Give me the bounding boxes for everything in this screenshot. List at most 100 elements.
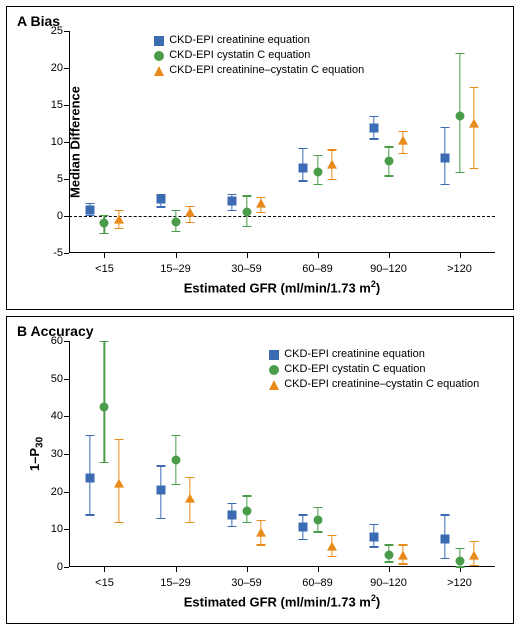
data-point-creat — [157, 485, 166, 494]
error-cap — [299, 539, 308, 540]
error-cap — [299, 180, 308, 181]
y-tick-label: 25 — [29, 25, 63, 37]
error-cap — [384, 175, 393, 176]
error-cap — [313, 155, 322, 156]
error-cap — [157, 206, 166, 207]
error-cap — [242, 195, 251, 196]
error-cap — [398, 131, 407, 132]
data-point-cyst — [100, 402, 109, 411]
error-cap — [171, 210, 180, 211]
data-point-combo — [398, 136, 408, 145]
error-cap — [398, 544, 407, 545]
square-icon — [269, 350, 279, 360]
panel-a: A Bias Median Difference Estimated GFR (… — [6, 6, 514, 310]
panel-b: B Accuracy 1–P30 Estimated GFR (ml/min/1… — [6, 316, 514, 624]
y-tick-label: 20 — [29, 62, 63, 74]
y-tick-label: 5 — [29, 173, 63, 185]
error-cap — [171, 231, 180, 232]
error-cap — [114, 228, 123, 229]
x-tick-label: 30–59 — [231, 263, 262, 275]
x-axis-title-a: Estimated GFR (ml/min/1.73 m2) — [69, 279, 495, 295]
legend-item-combo: CKD-EPI creatinine–cystatin C equation — [154, 63, 364, 78]
error-cap — [441, 184, 450, 185]
error-cap — [327, 535, 336, 536]
error-cap — [185, 522, 194, 523]
error-cap — [455, 566, 464, 567]
legend-label: CKD-EPI cystatin C equation — [284, 362, 425, 377]
data-point-cyst — [384, 550, 393, 559]
data-point-cyst — [313, 515, 322, 524]
error-cap — [469, 541, 478, 542]
error-cap — [441, 514, 450, 515]
legend-label: CKD-EPI creatinine–cystatin C equation — [169, 63, 364, 78]
error-cap — [228, 526, 237, 527]
data-point-creat — [441, 154, 450, 163]
error-cap — [86, 514, 95, 515]
legend-item-cyst: CKD-EPI cystatin C equation — [154, 48, 364, 63]
legend-label: CKD-EPI creatinine–cystatin C equation — [284, 377, 479, 392]
x-tick-label: 90–120 — [370, 263, 407, 275]
y-axis-line-b — [69, 341, 70, 567]
x-axis-line-a — [69, 252, 495, 253]
circle-icon — [154, 51, 164, 61]
error-cap — [86, 435, 95, 436]
error-cap — [157, 465, 166, 466]
error-cap — [370, 116, 379, 117]
x-tick-label: 60–89 — [302, 577, 333, 589]
data-point-creat — [86, 206, 95, 215]
data-point-cyst — [242, 506, 251, 515]
data-point-creat — [299, 163, 308, 172]
legend-b: CKD-EPI creatinine equationCKD-EPI cysta… — [269, 347, 479, 392]
zero-reference-line — [69, 216, 495, 217]
data-point-combo — [256, 199, 266, 208]
square-icon — [154, 36, 164, 46]
error-cap — [441, 127, 450, 128]
legend-label: CKD-EPI cystatin C equation — [169, 48, 310, 63]
data-point-combo — [327, 160, 337, 169]
data-point-combo — [327, 542, 337, 551]
error-cap — [327, 556, 336, 557]
data-point-creat — [370, 123, 379, 132]
x-tick-label: 15–29 — [160, 577, 191, 589]
circle-icon — [269, 365, 279, 375]
data-point-combo — [256, 528, 266, 537]
error-cap — [256, 520, 265, 521]
error-cap — [256, 212, 265, 213]
y-axis-line-a — [69, 31, 70, 253]
data-point-cyst — [100, 219, 109, 228]
error-cap — [228, 210, 237, 211]
data-point-creat — [441, 534, 450, 543]
data-point-creat — [86, 474, 95, 483]
error-cap — [455, 172, 464, 173]
data-point-cyst — [171, 217, 180, 226]
error-cap — [114, 522, 123, 523]
triangle-icon — [269, 380, 279, 390]
error-cap — [185, 477, 194, 478]
figure-container: A Bias Median Difference Estimated GFR (… — [0, 0, 520, 634]
legend-item-creat: CKD-EPI creatinine equation — [154, 33, 364, 48]
data-point-cyst — [384, 157, 393, 166]
y-tick-label: 40 — [29, 410, 63, 422]
triangle-icon — [154, 66, 164, 76]
error-cap — [384, 544, 393, 545]
error-cap — [313, 531, 322, 532]
data-point-creat — [370, 532, 379, 541]
x-tick-label: 60–89 — [302, 263, 333, 275]
error-cap — [327, 179, 336, 180]
error-cap — [242, 522, 251, 523]
y-tick-label: 10 — [29, 136, 63, 148]
error-cap — [313, 507, 322, 508]
x-tick-label: 15–29 — [160, 263, 191, 275]
legend-item-cyst: CKD-EPI cystatin C equation — [269, 362, 479, 377]
error-cap — [469, 168, 478, 169]
data-point-cyst — [313, 167, 322, 176]
error-cap — [441, 558, 450, 559]
error-cap — [455, 53, 464, 54]
y-tick-label: 15 — [29, 99, 63, 111]
legend-label: CKD-EPI creatinine equation — [169, 33, 310, 48]
error-cap — [86, 215, 95, 216]
error-cap — [398, 563, 407, 564]
y-tick-label: 20 — [29, 486, 63, 498]
error-cap — [185, 222, 194, 223]
legend-label: CKD-EPI creatinine equation — [284, 347, 425, 362]
